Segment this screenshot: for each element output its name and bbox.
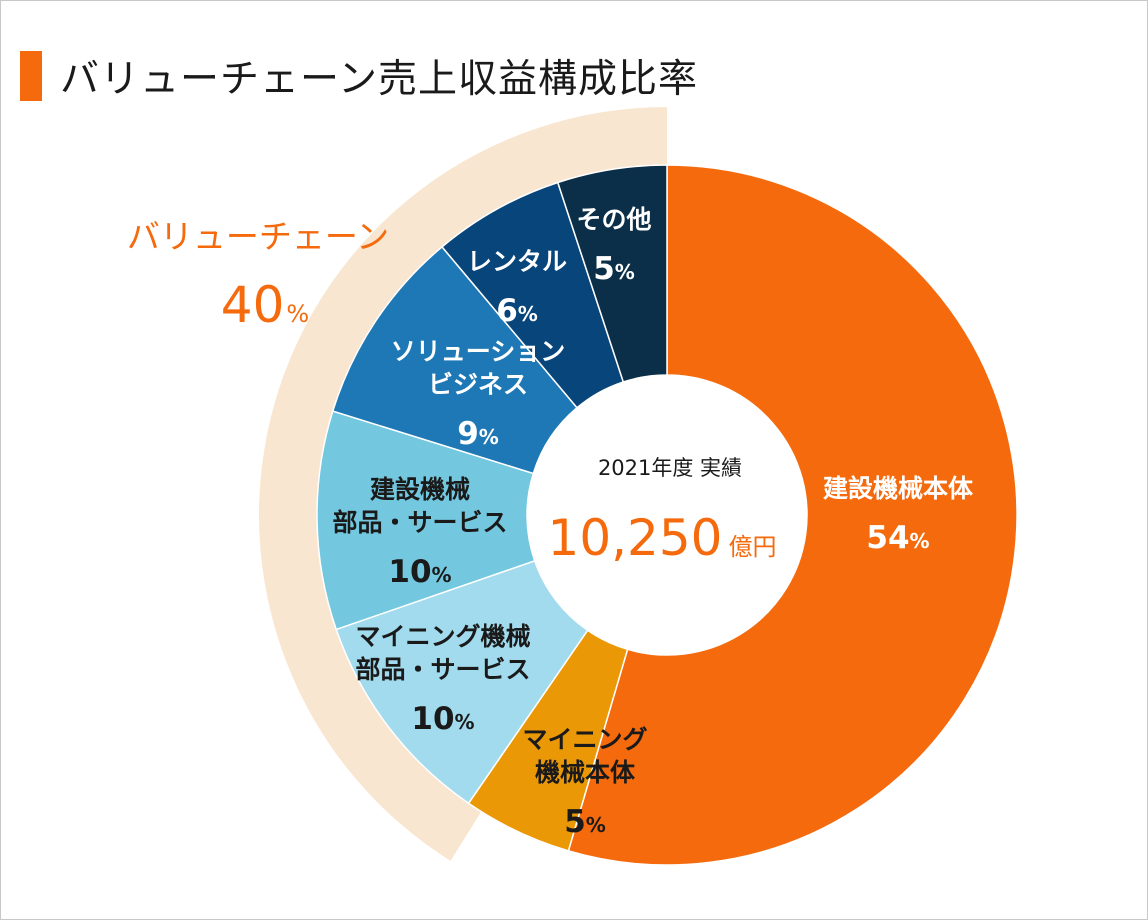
segment-percent: 10% xyxy=(411,701,474,737)
title-accent-bar xyxy=(20,51,42,101)
segment-labels: 建設機械本体54%マイニング機械本体5%マイニング機械部品・サービス10%建設機… xyxy=(332,205,974,840)
segment-percent-unit: % xyxy=(518,302,538,326)
segment-name-line: マイニング xyxy=(522,725,647,754)
segment-name-line: 部品・サービス xyxy=(355,655,530,684)
segment-name-line: ビジネス xyxy=(428,370,528,399)
chart-header: バリューチェーン売上収益構成比率 xyxy=(20,48,698,104)
group-percent-unit: % xyxy=(286,300,309,328)
segment-name-line: 建設機械 xyxy=(370,475,470,504)
segment-name-line: マイニング機械 xyxy=(355,622,530,651)
label-other: その他 5% xyxy=(576,205,651,287)
segment-percent-unit: % xyxy=(910,529,930,553)
value-chain-band xyxy=(259,107,667,861)
donut-hole xyxy=(527,375,807,655)
segment-percent-unit: % xyxy=(615,260,635,284)
segment-percent-unit: % xyxy=(432,563,452,587)
center-caption: 2021年度 実績 xyxy=(598,456,742,480)
label-rental: レンタル 6% xyxy=(467,247,567,329)
segment-percent-value: 10 xyxy=(388,554,431,590)
segment-percent-value: 10 xyxy=(411,701,454,737)
segment-percent-value: 54 xyxy=(866,520,909,556)
segment-percent-value: 5 xyxy=(593,251,615,287)
group-percent-value: 40 xyxy=(221,276,285,334)
segment-percent: 6% xyxy=(496,293,538,329)
segment-name-line: レンタル xyxy=(467,247,567,276)
segment-name-line: 建設機械本体 xyxy=(823,474,974,503)
segment-percent: 9% xyxy=(457,416,499,452)
donut-slices xyxy=(316,164,1018,866)
group-percent: 40% xyxy=(221,276,309,334)
label-kenki-body: 建設機械本体 54% xyxy=(823,474,974,556)
segment-percent-unit: % xyxy=(479,425,499,449)
segment-percent: 10% xyxy=(388,554,451,590)
segment-percent-value: 5 xyxy=(564,804,586,840)
segment-name-line: 機械本体 xyxy=(535,758,636,787)
segment-name-line: 部品・サービス xyxy=(332,508,507,537)
segment-percent: 5% xyxy=(593,251,635,287)
segment-percent-value: 6 xyxy=(496,293,518,329)
segment-percent-value: 9 xyxy=(457,416,479,452)
segment-percent: 54% xyxy=(866,520,929,556)
center-total-value: 10,250 xyxy=(548,509,723,567)
segment-name-line: その他 xyxy=(576,205,651,234)
segment-percent: 5% xyxy=(564,804,606,840)
chart-title: バリューチェーン売上収益構成比率 xyxy=(60,57,699,102)
center-total-unit: 億円 xyxy=(728,533,776,561)
segment-percent-unit: % xyxy=(586,813,606,837)
segment-name-line: ソリューション xyxy=(391,337,566,366)
group-label: バリューチェーン xyxy=(127,217,389,256)
segment-percent-unit: % xyxy=(455,710,475,734)
center-total: 10,250 億円 xyxy=(548,509,777,567)
